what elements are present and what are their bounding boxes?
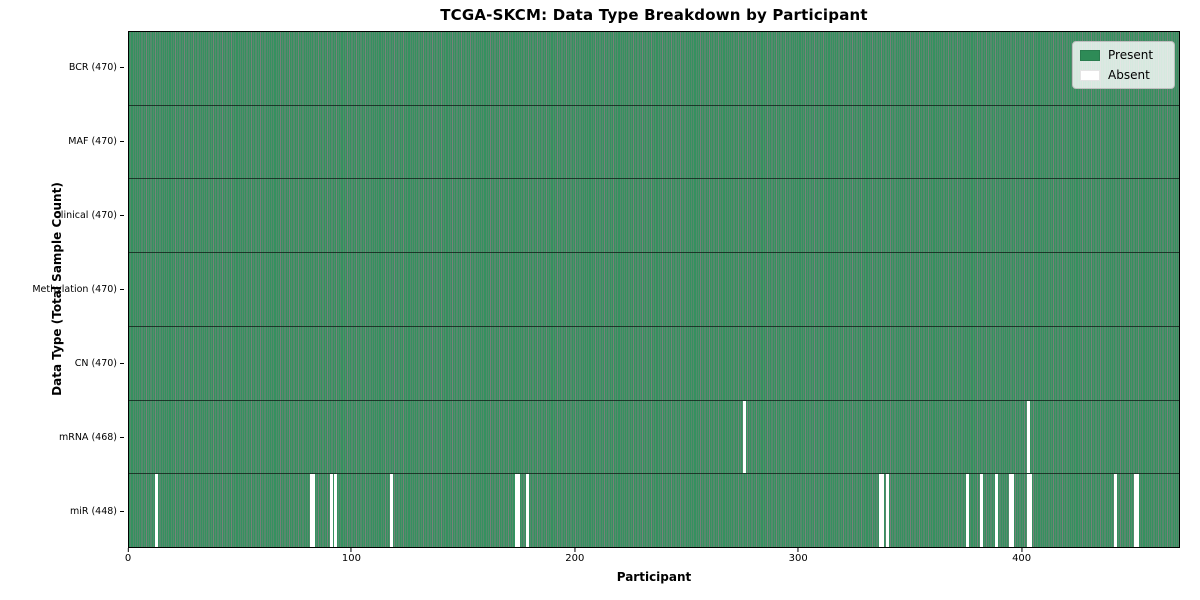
xtick-mark-0	[127, 548, 129, 552]
absent-stripe-miR-450	[1133, 474, 1137, 548]
ytick-MAF: MAF (470)	[0, 105, 124, 179]
absent-stripe-miR-90	[329, 474, 333, 548]
ytick-label-Clinical: Clinical (470)	[54, 210, 117, 222]
ytick-Clinical: Clinical (470)	[0, 179, 124, 253]
ytick-mRNA: mRNA (468)	[0, 400, 124, 474]
legend: Present Absent	[1072, 41, 1175, 89]
xtick-100: 100	[342, 548, 361, 564]
row-miR	[129, 474, 1179, 548]
ytick-mark-BCR	[120, 67, 124, 69]
absent-stripe-mRNA-275	[742, 400, 746, 474]
legend-swatch-present	[1080, 49, 1100, 61]
legend-item-absent: Absent	[1080, 68, 1166, 82]
ytick-Methylation: Methylation (470)	[0, 253, 124, 327]
heatmap-rows	[129, 32, 1179, 548]
row-MAF	[129, 105, 1179, 180]
absent-stripe-miR-402	[1026, 474, 1030, 548]
xtick-300: 300	[789, 548, 808, 564]
absent-stripe-miR-403	[1028, 474, 1032, 548]
absent-stripe-miR-336	[879, 474, 883, 548]
xtick-mark-100	[350, 548, 352, 552]
chart-title: TCGA-SKCM: Data Type Breakdown by Partic…	[440, 6, 868, 24]
legend-item-present: Present	[1080, 48, 1166, 62]
row-Methylation	[129, 253, 1179, 327]
ytick-label-miR: miR (448)	[69, 505, 117, 517]
ytick-miR: miR (448)	[0, 474, 124, 548]
absent-stripe-miR-81	[309, 474, 313, 548]
xtick-label-200: 200	[565, 553, 585, 564]
absent-stripe-miR-337	[881, 474, 885, 548]
absent-stripe-miR-173	[515, 474, 519, 548]
ytick-mark-miR	[120, 510, 124, 512]
absent-stripe-miR-395	[1011, 474, 1015, 548]
ytick-mark-MAF	[120, 141, 124, 143]
ytick-mark-Clinical	[120, 215, 124, 217]
xtick-label-100: 100	[341, 553, 361, 564]
x-axis-label: Participant	[616, 570, 692, 584]
xtick-200: 200	[565, 548, 584, 564]
y-axis-tick-labels: BCR (470) MAF (470) Clinical (470) Methylat…	[0, 31, 124, 548]
legend-label-absent: Absent	[1108, 68, 1150, 82]
ytick-mark-CN	[120, 362, 124, 364]
ytick-label-CN: CN (470)	[74, 357, 117, 369]
absent-stripe-mRNA-402	[1026, 400, 1030, 474]
legend-label-present: Present	[1108, 48, 1154, 62]
xtick-mark-400	[1021, 548, 1023, 552]
row-Clinical	[129, 179, 1179, 254]
xtick-mark-300	[797, 548, 799, 552]
absent-stripe-miR-174	[517, 474, 521, 548]
xtick-label-0: 0	[124, 553, 132, 564]
absent-stripe-miR-375	[966, 474, 970, 548]
absent-stripe-miR-394	[1008, 474, 1012, 548]
ytick-mark-mRNA	[120, 436, 124, 438]
absent-stripe-miR-388	[995, 474, 999, 548]
ytick-label-BCR: BCR (470)	[68, 62, 117, 74]
absent-stripe-miR-117	[389, 474, 393, 548]
absent-stripe-miR-12	[155, 474, 159, 548]
xtick-label-300: 300	[788, 553, 808, 564]
xtick-label-400: 400	[1012, 553, 1032, 564]
x-axis-tick-labels: 0 100 200 300 400	[125, 548, 1178, 568]
ytick-label-MAF: MAF (470)	[68, 136, 117, 148]
absent-stripe-miR-339	[885, 474, 889, 548]
xtick-0: 0	[125, 548, 131, 564]
absent-stripe-miR-92	[334, 474, 338, 548]
absent-stripe-miR-441	[1113, 474, 1117, 548]
ytick-BCR: BCR (470)	[0, 31, 124, 105]
row-BCR	[129, 32, 1179, 106]
ytick-mark-Methylation	[120, 289, 124, 290]
absent-stripe-miR-178	[526, 474, 530, 548]
ytick-CN: CN (470)	[0, 326, 124, 400]
row-CN	[129, 326, 1179, 401]
absent-stripe-miR-381	[979, 474, 983, 548]
xtick-mark-200	[574, 548, 576, 552]
legend-swatch-absent	[1080, 69, 1100, 81]
plot-area: Present Absent	[128, 31, 1180, 548]
ytick-label-mRNA: mRNA (468)	[58, 431, 117, 443]
absent-stripe-miR-82	[311, 474, 315, 548]
absent-stripe-miR-451	[1136, 474, 1140, 548]
xtick-400: 400	[1012, 548, 1031, 564]
ytick-label-Methylation: Methylation (470)	[32, 284, 117, 295]
row-mRNA	[129, 400, 1179, 475]
